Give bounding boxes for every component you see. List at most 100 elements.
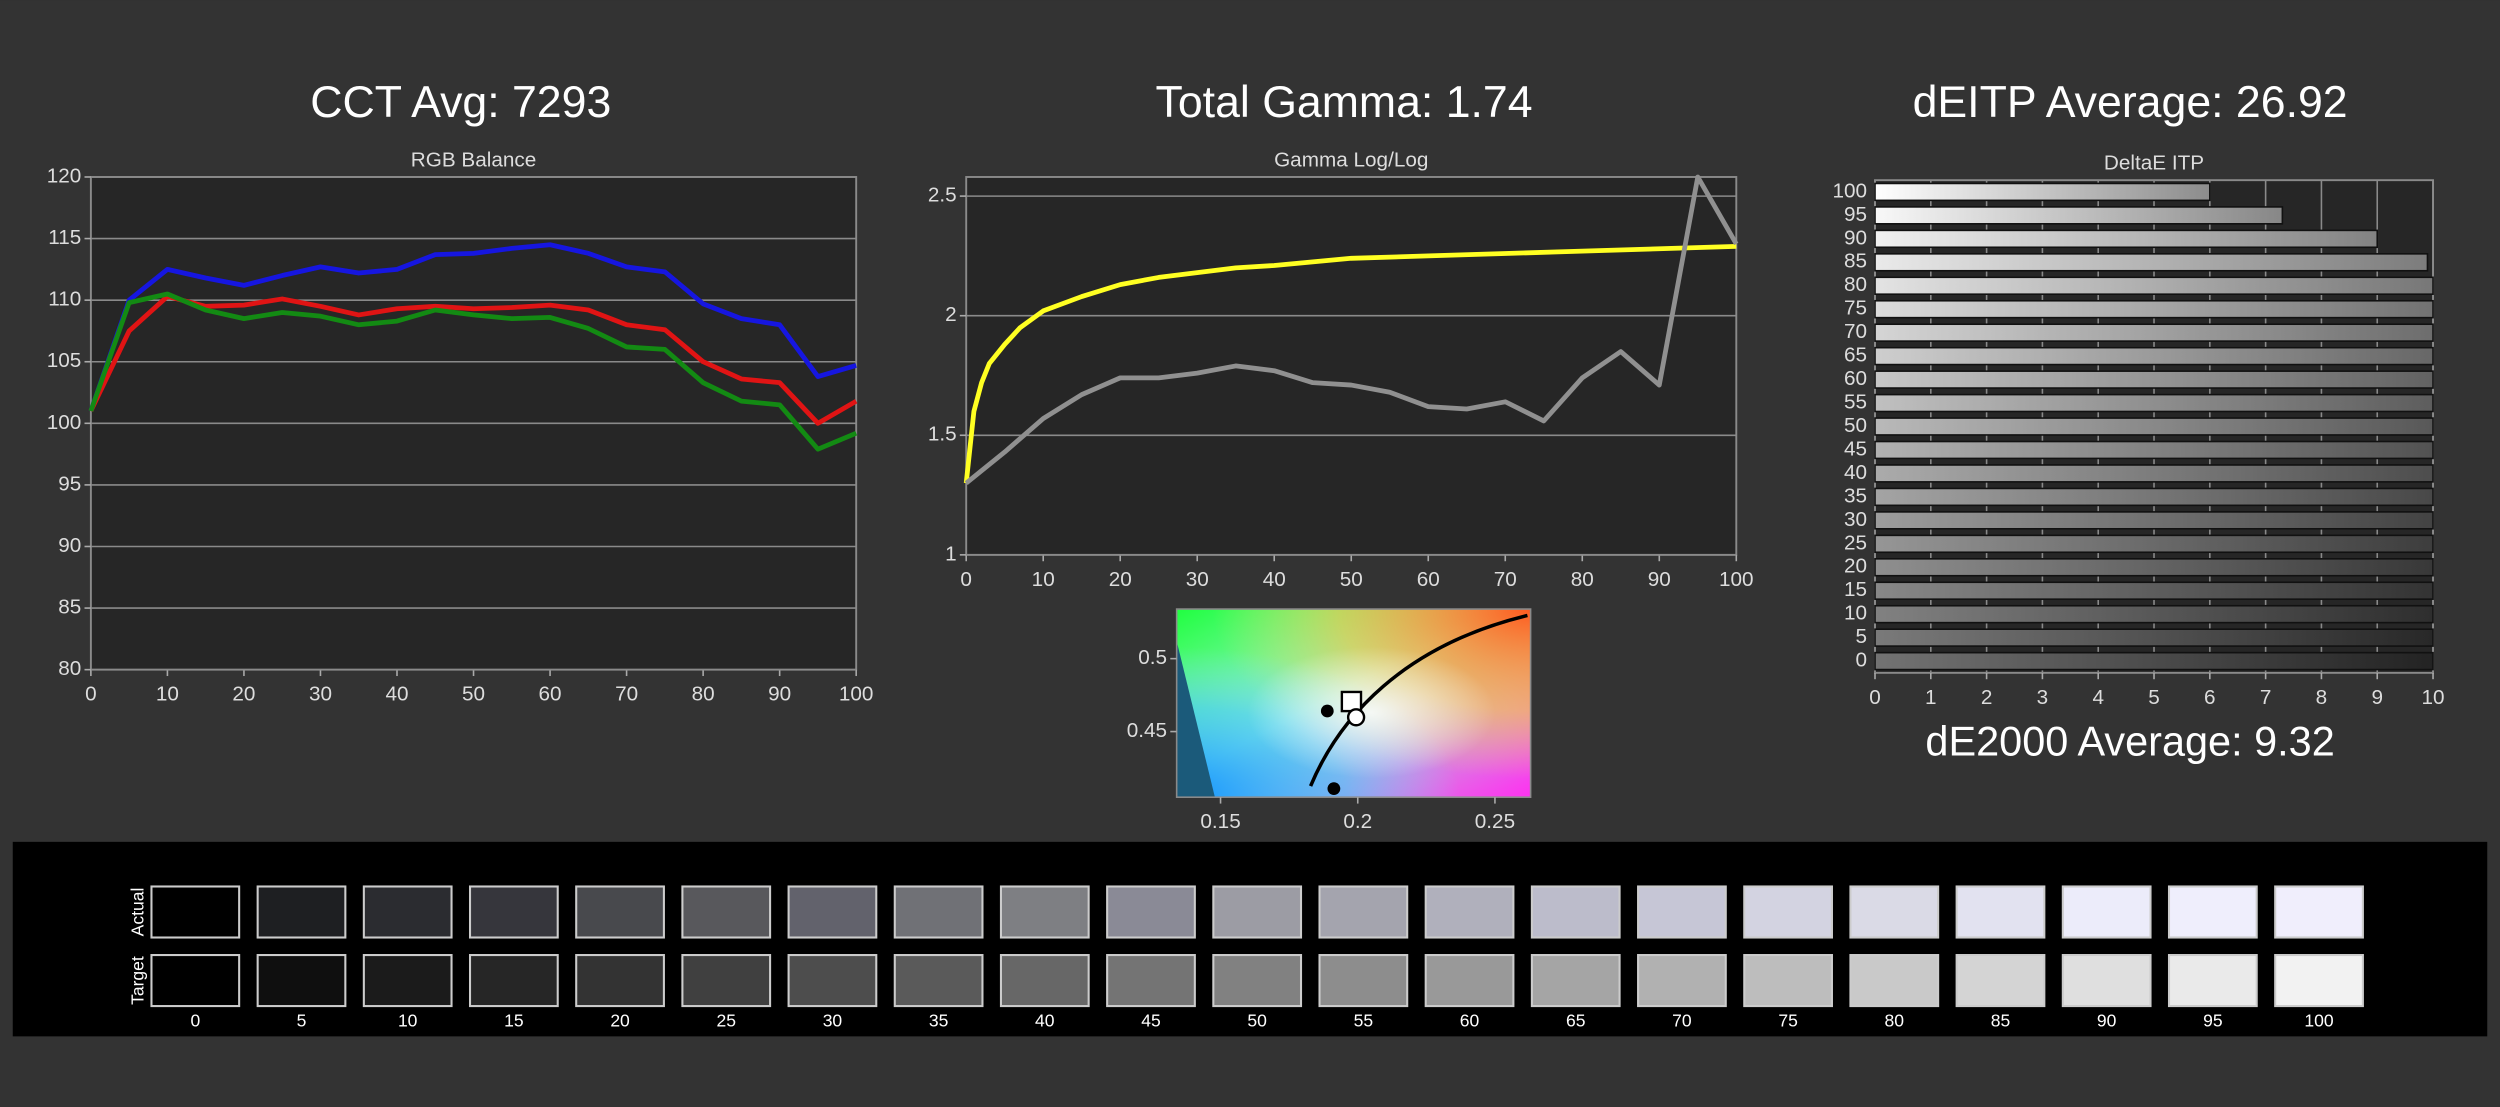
target-swatch — [575, 954, 665, 1008]
x-tick-label: 0 — [85, 683, 97, 706]
x-tick-label: 20 — [232, 683, 255, 706]
bar — [1874, 604, 2434, 624]
bar — [1874, 346, 2434, 366]
x-tick-label: 100 — [1719, 568, 1754, 591]
level-label: 45 — [1141, 1011, 1160, 1031]
category-label: 95 — [1844, 203, 1867, 226]
y-tick-label: 100 — [47, 411, 82, 434]
bar — [1874, 511, 2434, 530]
level-label: 25 — [717, 1011, 736, 1031]
bar — [1874, 229, 2379, 249]
x-tick-label: 6 — [2204, 686, 2216, 709]
target-swatch — [787, 954, 878, 1008]
plot-border — [1175, 608, 1532, 798]
x-tick-label: 60 — [1417, 568, 1440, 591]
actual-swatch — [893, 885, 984, 939]
x-tick-label: 40 — [1263, 568, 1286, 591]
level-label: 35 — [929, 1011, 948, 1031]
x-tick-label: 50 — [1340, 568, 1363, 591]
x-tick-label: 20 — [1109, 568, 1132, 591]
category-label: 10 — [1844, 602, 1867, 625]
actual-swatch — [1212, 885, 1303, 939]
x-tick-label: 0 — [960, 568, 972, 591]
x-tick-label: 10 — [156, 683, 179, 706]
x-tick-label: 3 — [2037, 686, 2049, 709]
level-label: 5 — [297, 1011, 307, 1031]
actual-swatch — [2274, 885, 2364, 939]
swatch-strip — [12, 841, 2488, 1037]
y-tick-label: 0.45 — [1127, 719, 1167, 742]
x-tick-label: 60 — [539, 683, 562, 706]
plot-area — [965, 176, 1738, 556]
level-label: 30 — [823, 1011, 843, 1031]
category-label: 85 — [1844, 250, 1867, 273]
actual-swatch — [2167, 885, 2258, 939]
level-label: 85 — [1991, 1011, 2010, 1031]
x-tick-label: 0 — [1869, 686, 1881, 709]
x-tick-label: 4 — [2092, 686, 2104, 709]
y-tick-label: 85 — [58, 596, 81, 619]
actual-swatch — [1318, 885, 1409, 939]
category-label: 40 — [1844, 461, 1867, 484]
y-tick-label: 1 — [945, 542, 957, 565]
x-tick-label: 90 — [768, 683, 791, 706]
level-label: 10 — [398, 1011, 418, 1031]
category-label: 50 — [1844, 414, 1867, 437]
bar — [1874, 440, 2434, 460]
actual-swatch — [999, 885, 1090, 939]
target-swatch — [1106, 954, 1196, 1008]
x-tick-label: 80 — [692, 683, 715, 706]
y-tick-label: 0.5 — [1138, 646, 1167, 669]
actual-swatch — [1424, 885, 1515, 939]
y-tick-label: 1.5 — [928, 423, 957, 446]
category-label: 65 — [1844, 344, 1867, 367]
row-label: Target — [127, 956, 147, 1005]
category-label: 35 — [1844, 484, 1867, 507]
category-label: 70 — [1844, 320, 1867, 343]
y-tick-label: 2.5 — [928, 184, 957, 207]
y-tick-label: 115 — [48, 226, 81, 249]
bar — [1874, 628, 2434, 647]
actual-swatch — [1106, 885, 1196, 939]
data-line — [88, 291, 858, 452]
bar — [1874, 393, 2434, 413]
bar — [1874, 581, 2434, 600]
actual-swatch — [1530, 885, 1621, 939]
x-tick-label: 2 — [1981, 686, 1993, 709]
chart-heading: dEITP Average: 26.92 — [1913, 78, 2348, 127]
x-tick-label: 80 — [1571, 568, 1594, 591]
x-tick-label: 7 — [2260, 686, 2272, 709]
x-tick-label: 0.25 — [1475, 810, 1515, 833]
actual-swatch — [362, 885, 453, 939]
bar — [1874, 370, 2434, 389]
bar — [1874, 299, 2434, 319]
target-swatch — [893, 954, 984, 1008]
category-label: 45 — [1844, 437, 1867, 460]
target-swatch — [468, 954, 559, 1008]
bar — [1874, 651, 2434, 671]
data-line — [964, 174, 1739, 485]
actual-swatch — [1955, 885, 2046, 939]
chart-heading: Total Gamma: 1.74 — [1156, 78, 1533, 127]
bar — [1874, 276, 2434, 295]
x-tick-label: 40 — [385, 683, 408, 706]
y-tick-label: 120 — [47, 164, 82, 187]
x-tick-label: 0.2 — [1343, 810, 1372, 833]
target-swatch — [2274, 954, 2364, 1008]
actual-swatch — [1637, 885, 1727, 939]
x-tick-label: 70 — [615, 683, 638, 706]
category-label: 90 — [1844, 226, 1867, 249]
chart-title: Gamma Log/Log — [1274, 149, 1428, 172]
target-swatch — [1318, 954, 1409, 1008]
target-swatch — [1743, 954, 1833, 1008]
bar — [1874, 206, 2284, 225]
measured-point — [1346, 708, 1366, 727]
actual-swatch — [575, 885, 665, 939]
category-label: 80 — [1844, 273, 1867, 296]
chart-title: RGB Balance — [411, 149, 537, 172]
target-swatch — [362, 954, 453, 1008]
x-tick-label: 1 — [1925, 686, 1937, 709]
target-swatch — [256, 954, 347, 1008]
